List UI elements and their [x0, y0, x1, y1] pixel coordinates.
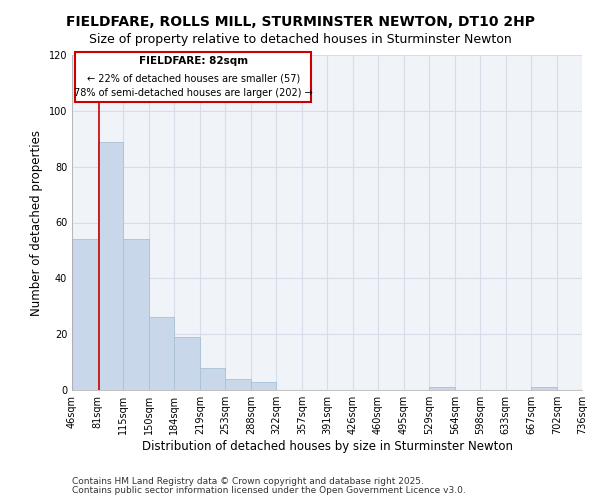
Bar [174, 337, 200, 390]
Bar [123, 240, 149, 390]
Bar [225, 379, 251, 390]
X-axis label: Distribution of detached houses by size in Sturminster Newton: Distribution of detached houses by size … [142, 440, 512, 453]
Bar [149, 318, 174, 390]
Y-axis label: Number of detached properties: Number of detached properties [30, 130, 43, 316]
Bar [98, 142, 123, 390]
Bar [72, 240, 98, 390]
Bar [429, 387, 455, 390]
Text: FIELDFARE: 82sqm: FIELDFARE: 82sqm [139, 56, 248, 66]
Bar [251, 382, 276, 390]
Bar [531, 387, 557, 390]
Bar [75, 52, 311, 102]
Text: Contains HM Land Registry data © Crown copyright and database right 2025.: Contains HM Land Registry data © Crown c… [72, 477, 424, 486]
Text: Contains public sector information licensed under the Open Government Licence v3: Contains public sector information licen… [72, 486, 466, 495]
Bar [200, 368, 225, 390]
Text: ← 22% of detached houses are smaller (57): ← 22% of detached houses are smaller (57… [86, 73, 300, 83]
Text: FIELDFARE, ROLLS MILL, STURMINSTER NEWTON, DT10 2HP: FIELDFARE, ROLLS MILL, STURMINSTER NEWTO… [65, 15, 535, 29]
Text: Size of property relative to detached houses in Sturminster Newton: Size of property relative to detached ho… [89, 32, 511, 46]
Text: 78% of semi-detached houses are larger (202) →: 78% of semi-detached houses are larger (… [74, 88, 313, 99]
